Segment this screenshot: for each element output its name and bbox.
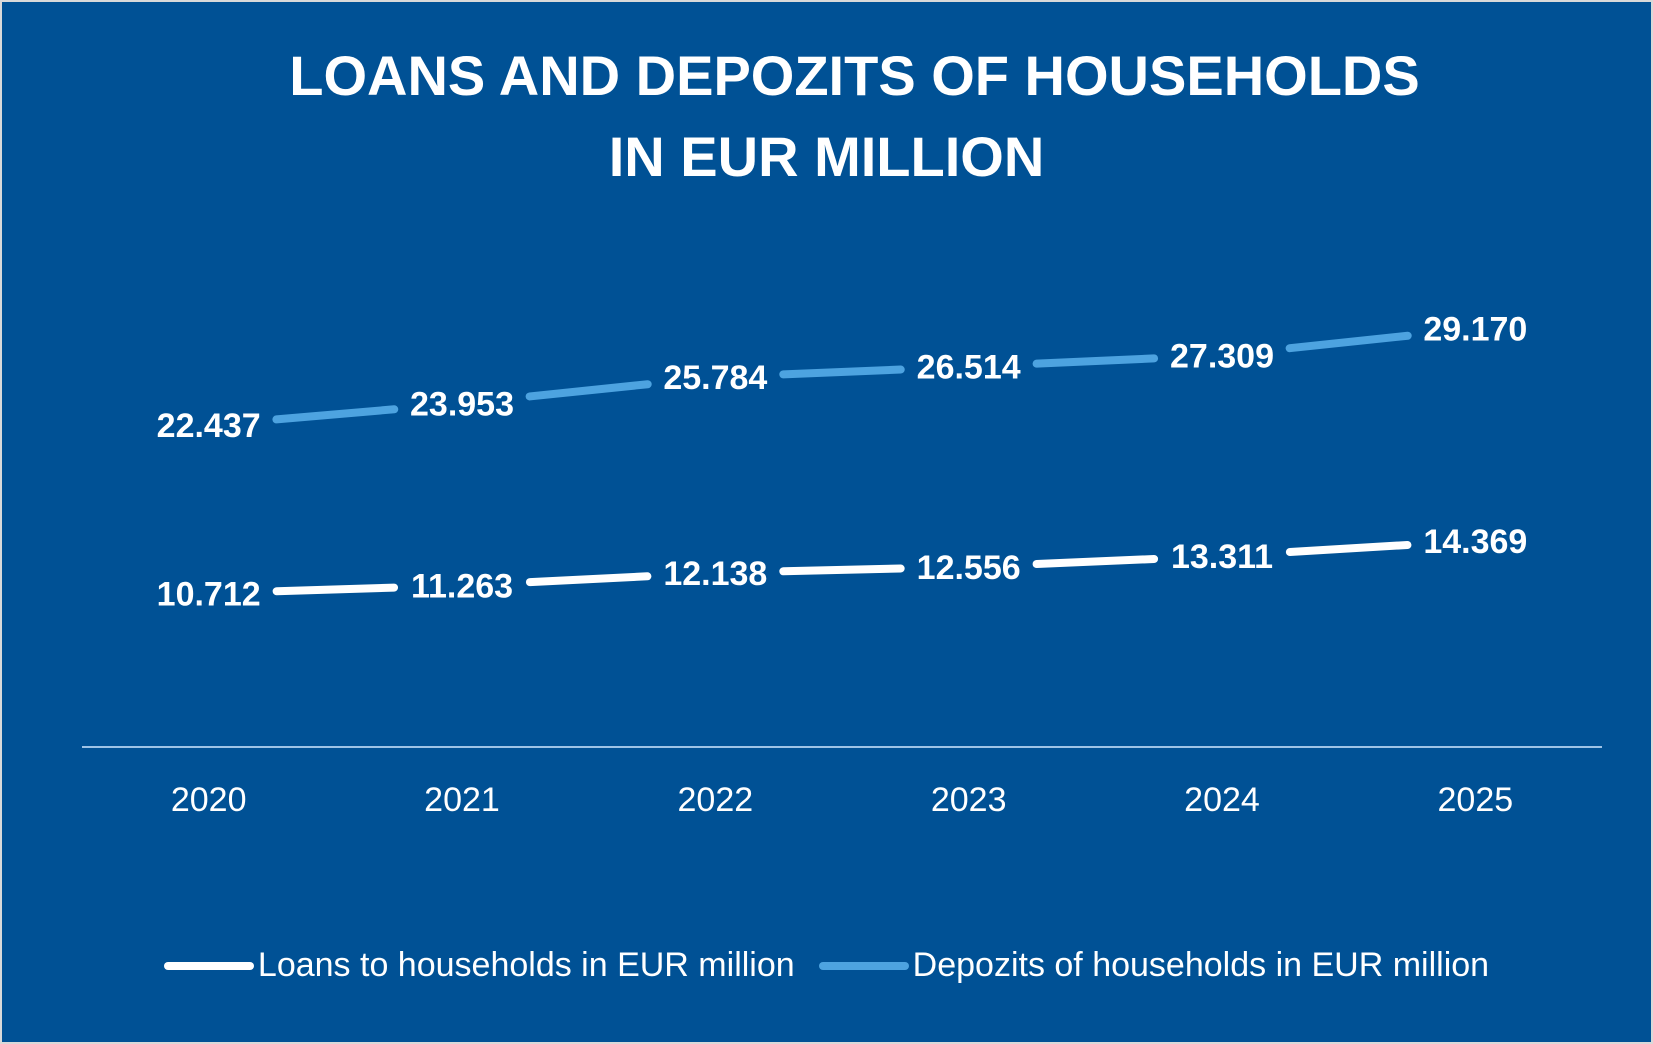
- legend-item-loans: Loans to households in EUR million: [163, 946, 795, 985]
- x-tick-label-2023: 2023: [931, 781, 1007, 819]
- legend: Loans to households in EUR million Depoz…: [2, 946, 1651, 985]
- chart-subtitle: IN EUR MILLION: [608, 125, 1045, 188]
- legend-label-loans: Loans to households in EUR million: [257, 946, 795, 984]
- series-1-segment-3: [1032, 354, 1159, 368]
- legend-item-depozits: Depozits of households in EUR million: [818, 946, 1490, 985]
- x-tick-label-2025: 2025: [1438, 781, 1514, 819]
- data-label-series-0-2024: 13.311: [1171, 538, 1273, 576]
- data-label-series-1-2020: 22.437: [157, 407, 261, 445]
- data-label-series-0-2022: 12.138: [663, 555, 767, 593]
- data-label-series-1-2025: 29.170: [1423, 311, 1527, 349]
- data-label-series-0-2020: 10.712: [157, 575, 261, 613]
- series-0-segment-1: [525, 572, 652, 587]
- series-1-segment-2: [779, 365, 905, 379]
- chart-title: LOANS AND DEPOZITS OF HOUSEHOLDS: [289, 44, 1420, 107]
- series-1-segment-1: [525, 380, 652, 401]
- series-0-segment-3: [1032, 554, 1159, 569]
- data-label-series-0-2025: 14.369: [1423, 523, 1527, 561]
- data-label-series-1-2021: 23.953: [410, 385, 514, 423]
- x-tick-label-2022: 2022: [678, 781, 754, 819]
- data-label-series-1-2024: 27.309: [1170, 337, 1274, 375]
- legend-label-depozits: Depozits of households in EUR million: [912, 946, 1490, 984]
- legend-swatch-loans: [163, 961, 254, 970]
- data-label-series-0-2021: 11.263: [411, 567, 513, 605]
- legend-swatch-depozits: [818, 961, 909, 970]
- data-label-series-1-2022: 25.784: [663, 359, 767, 397]
- data-label-series-0-2023: 12.556: [917, 549, 1021, 587]
- series-1-segment-4: [1285, 331, 1412, 353]
- series-0-segment-0: [272, 583, 399, 596]
- x-tick-label-2024: 2024: [1184, 781, 1260, 819]
- series-1-segment-0: [272, 405, 399, 424]
- x-tick-label-2020: 2020: [171, 781, 247, 819]
- data-label-series-1-2023: 26.514: [917, 349, 1021, 387]
- x-tick-label-2021: 2021: [424, 781, 500, 819]
- series-0-segment-2: [779, 564, 905, 576]
- series-0-segment-4: [1285, 540, 1412, 557]
